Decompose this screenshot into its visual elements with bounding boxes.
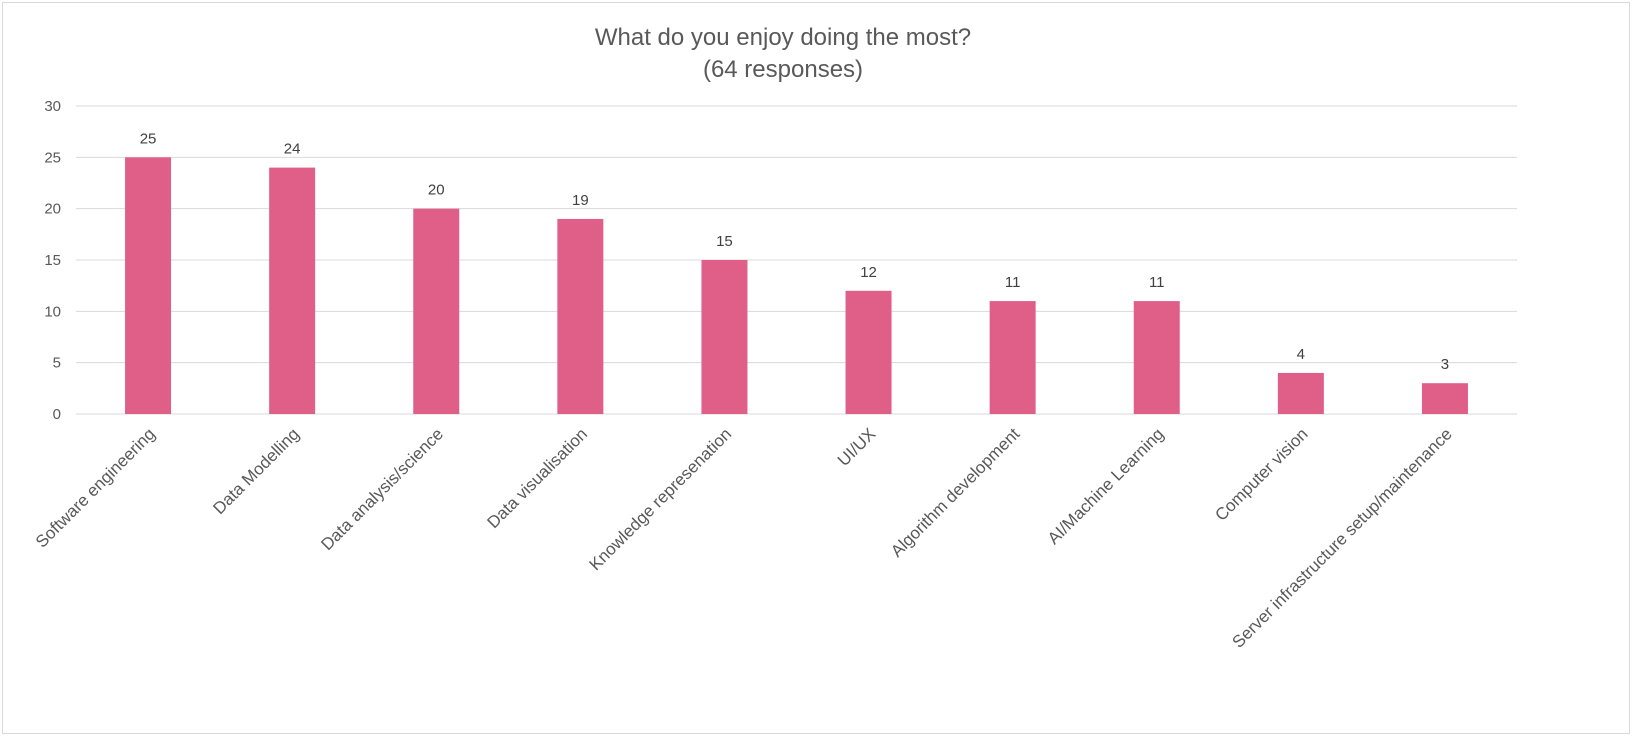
data-labels: 25 24 20 19 15 12 11 11 4 3 xyxy=(140,130,1449,373)
y-tick-label: 5 xyxy=(53,355,61,372)
bar xyxy=(845,290,892,414)
chart-title: What do you enjoy doing the most? xyxy=(595,24,971,51)
y-tick-label: 30 xyxy=(44,98,61,115)
y-tick-label: 25 xyxy=(44,149,61,166)
data-label: 19 xyxy=(572,192,589,209)
bar xyxy=(1133,301,1180,414)
data-label: 4 xyxy=(1297,346,1305,363)
data-label: 25 xyxy=(140,130,157,147)
category-label: Algorithm development xyxy=(887,424,1024,561)
bar xyxy=(1421,383,1468,414)
category-label: Data visualisation xyxy=(484,424,592,532)
y-tick-label: 20 xyxy=(44,201,61,218)
category-label: Computer vision xyxy=(1211,424,1311,524)
y-tick-label: 0 xyxy=(53,406,61,423)
category-label: Software engineering xyxy=(32,424,159,551)
y-axis-tick-labels: 0 5 10 15 20 25 30 xyxy=(44,98,61,423)
chart-subtitle: (64 responses) xyxy=(703,56,863,83)
data-label: 3 xyxy=(1441,356,1449,373)
data-label: 11 xyxy=(1005,274,1021,291)
data-label: 12 xyxy=(860,264,877,281)
category-label: AI/Machine Learning xyxy=(1044,424,1168,548)
data-label: 20 xyxy=(428,182,445,199)
category-labels: Software engineering Data Modelling Data a… xyxy=(32,424,1456,651)
bar xyxy=(701,260,748,414)
gridlines xyxy=(76,105,1517,415)
bar xyxy=(269,167,316,414)
bar xyxy=(1277,372,1324,414)
category-label: Data analysis/science xyxy=(317,424,447,554)
category-label: Server infrastructure setup/maintenance xyxy=(1229,424,1456,651)
category-label: Knowledge represenation xyxy=(586,424,736,574)
data-label: 11 xyxy=(1149,274,1165,291)
bars xyxy=(125,157,1468,415)
y-tick-label: 15 xyxy=(44,252,61,269)
bar-chart: What do you enjoy doing the most? (64 re… xyxy=(32,24,1517,652)
data-label: 15 xyxy=(716,233,733,250)
bar xyxy=(125,157,172,415)
y-tick-label: 10 xyxy=(44,303,61,320)
bar xyxy=(557,218,604,414)
bar xyxy=(413,208,460,414)
data-label: 24 xyxy=(284,141,301,158)
bar xyxy=(989,301,1036,414)
category-label: Data Modelling xyxy=(209,424,303,518)
category-label: UI/UX xyxy=(834,424,879,469)
